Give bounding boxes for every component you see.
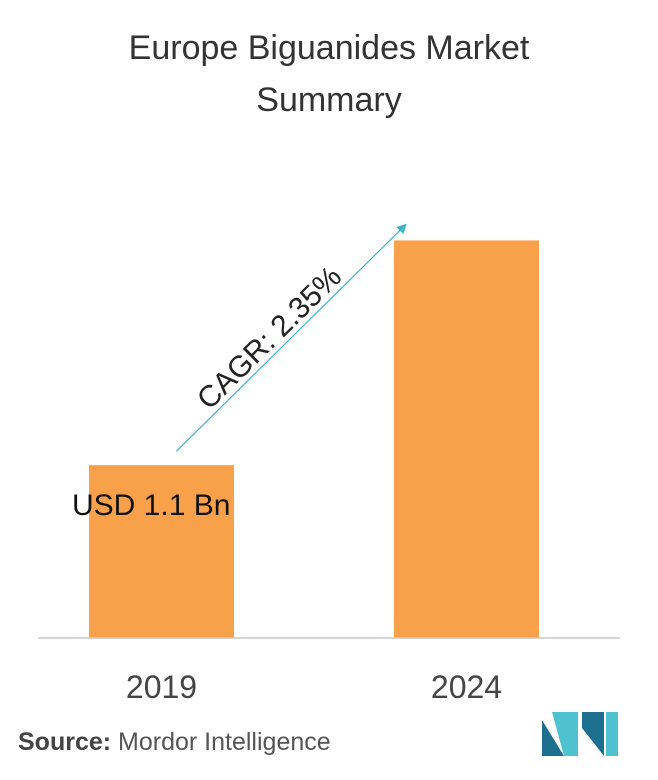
title-line-1: Europe Biguanides Market xyxy=(128,29,530,67)
cagr-arrow xyxy=(176,223,407,452)
x-tick-2019: 2019 xyxy=(126,669,197,705)
logo-shape-mid xyxy=(552,712,578,756)
logo-shape-left xyxy=(542,720,564,756)
bar-2019 xyxy=(89,465,234,638)
source-note: Source: Mordor Intelligence xyxy=(18,728,331,757)
data-labels: USD 1.1 Bn xyxy=(72,489,230,522)
bar-2024 xyxy=(394,240,539,638)
x-tick-labels: 2019 2024 xyxy=(126,669,502,705)
data-label-2019: USD 1.1 Bn xyxy=(72,489,230,522)
logo-shape-right xyxy=(582,712,604,756)
logo-shape-far xyxy=(606,712,618,756)
mordor-logo-icon xyxy=(542,712,618,756)
bars-group xyxy=(89,240,539,638)
title-line-2: Summary xyxy=(256,81,402,119)
chart-title: Europe Biguanides Market Summary xyxy=(0,22,658,126)
source-text: Mordor Intelligence xyxy=(111,728,331,756)
x-tick-2024: 2024 xyxy=(431,669,502,705)
cagr-annotation: CAGR: 2.35% xyxy=(191,260,348,416)
source-label: Source: xyxy=(18,728,112,756)
